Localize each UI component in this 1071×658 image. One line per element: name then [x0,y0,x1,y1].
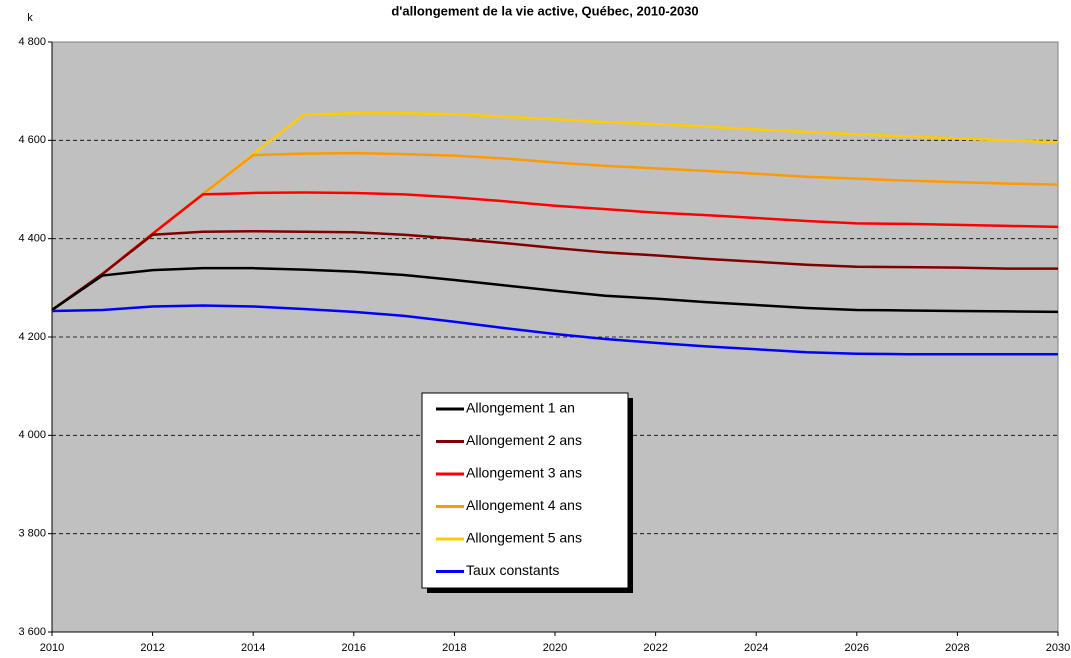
x-tick-label: 2026 [845,642,869,654]
x-tick-label: 2024 [744,642,768,654]
legend-label: Allongement 4 ans [466,497,582,513]
x-tick-label: 2016 [342,642,366,654]
series-line [51,151,1059,311]
series-line [51,266,1059,314]
y-tick-label: 4 600 [18,134,46,146]
y-tick-label: 4 200 [18,331,46,343]
legend-label: Allongement 2 ans [466,432,582,448]
y-tick-label: 3 800 [18,528,46,540]
x-tick-label: 2028 [945,642,969,654]
chart-title: d'allongement de la vie active, Québec, … [391,3,698,18]
legend-label: Taux constants [466,562,559,578]
x-tick-label: 2014 [241,642,265,654]
series-line [51,230,1058,311]
x-tick-label: 2018 [442,642,466,654]
x-tick-label: 2030 [1046,642,1070,654]
y-tick-label: 4 800 [18,36,46,48]
y-tick-label: 4 400 [18,233,46,245]
legend-label: Allongement 5 ans [466,530,582,546]
legend-label: Allongement 1 an [466,400,575,416]
y-axis-label: k [27,12,33,24]
y-tick-label: 3 600 [18,626,46,638]
legend [421,392,629,589]
x-tick-label: 2010 [40,642,64,654]
x-tick-label: 2022 [643,642,667,654]
series-line [51,304,1058,356]
y-tick-label: 4 000 [18,429,46,441]
series-line [51,191,1059,311]
legend-label: Allongement 3 ans [466,465,582,481]
x-tick-label: 2020 [543,642,567,654]
x-tick-label: 2012 [140,642,164,654]
